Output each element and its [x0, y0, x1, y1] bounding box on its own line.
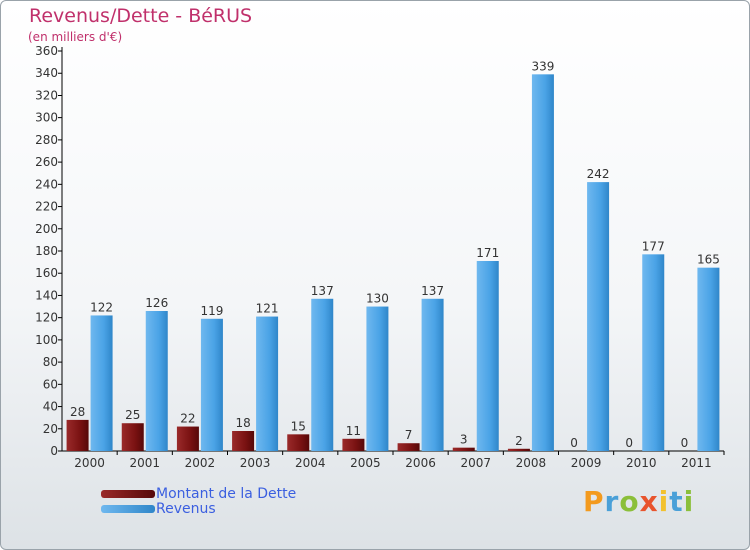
- bar-revenus: [697, 267, 720, 451]
- y-tick-label: 220: [35, 200, 58, 214]
- y-tick-label: 140: [35, 288, 58, 302]
- y-tick-label: 300: [35, 111, 58, 125]
- bar-dette: [342, 438, 365, 451]
- data-label-dette: 0: [570, 436, 578, 450]
- y-tick-label: 0: [50, 444, 58, 458]
- x-tick-label: 2003: [240, 456, 271, 470]
- bar-dette: [397, 443, 420, 451]
- bar-revenus: [311, 298, 334, 451]
- y-tick-label: 40: [43, 400, 58, 414]
- bar-revenus: [256, 316, 279, 451]
- x-tick-label: 2007: [460, 456, 491, 470]
- y-tick-label: 180: [35, 244, 58, 258]
- bar-dette: [452, 447, 475, 451]
- x-tick-label: 2000: [74, 456, 105, 470]
- data-label-dette: 15: [291, 419, 306, 433]
- data-label-dette: 2: [515, 434, 523, 448]
- data-label-dette: 25: [125, 408, 140, 422]
- data-label-revenus: 137: [421, 284, 444, 298]
- data-label-dette: 18: [235, 416, 250, 430]
- x-tick-label: 2001: [129, 456, 160, 470]
- bar-dette: [176, 426, 199, 451]
- data-label-dette: 28: [70, 405, 85, 419]
- data-label-dette: 3: [460, 433, 468, 447]
- y-tick-label: 80: [43, 355, 58, 369]
- legend-swatch-revenus: [101, 505, 155, 513]
- data-label-dette: 0: [625, 436, 633, 450]
- bar-dette: [121, 423, 144, 451]
- data-label-revenus: 339: [531, 59, 554, 73]
- y-tick-label: 320: [35, 88, 58, 102]
- bar-dette: [507, 448, 530, 451]
- y-tick-label: 120: [35, 311, 58, 325]
- x-tick-label: 2011: [681, 456, 712, 470]
- bar-revenus: [200, 318, 223, 451]
- bar-revenus: [476, 261, 499, 451]
- y-tick-label: 160: [35, 266, 58, 280]
- proxiti-logo: Proxiti: [583, 485, 695, 518]
- chart-subtitle: (en milliers d'€): [28, 30, 123, 44]
- bar-revenus: [587, 182, 610, 451]
- data-label-revenus: 242: [587, 167, 610, 181]
- data-label-revenus: 126: [145, 296, 168, 310]
- bar-revenus: [421, 298, 444, 451]
- data-label-revenus: 119: [200, 304, 223, 318]
- data-label-revenus: 121: [256, 302, 279, 316]
- y-tick-label: 260: [35, 155, 58, 169]
- data-label-revenus: 122: [90, 300, 113, 314]
- bar-revenus: [145, 311, 168, 451]
- legend-swatch-dette: [101, 490, 155, 498]
- chart-title: Revenus/Dette - BéRUS: [29, 5, 253, 27]
- x-tick-label: 2006: [405, 456, 436, 470]
- data-label-revenus: 165: [697, 253, 720, 267]
- y-tick-label: 20: [43, 422, 58, 436]
- bar-dette: [232, 431, 255, 451]
- bar-revenus: [366, 306, 389, 451]
- bar-dette: [66, 419, 89, 451]
- x-tick-label: 2009: [571, 456, 602, 470]
- data-label-dette: 0: [681, 436, 689, 450]
- data-label-revenus: 130: [366, 292, 389, 306]
- data-label-revenus: 171: [476, 246, 499, 260]
- y-tick-label: 60: [43, 377, 58, 391]
- x-tick-label: 2010: [626, 456, 657, 470]
- legend-label-revenus: Revenus: [156, 501, 216, 517]
- y-tick-label: 360: [35, 44, 58, 58]
- y-tick-label: 240: [35, 177, 58, 191]
- y-tick-label: 200: [35, 222, 58, 236]
- bar-dette: [287, 434, 310, 451]
- y-tick-label: 340: [35, 66, 58, 80]
- data-label-revenus: 137: [311, 284, 334, 298]
- bar-revenus: [642, 254, 665, 451]
- x-tick-label: 2004: [295, 456, 326, 470]
- legend-label-dette: Montant de la Dette: [156, 486, 297, 502]
- y-tick-label: 100: [35, 333, 58, 347]
- data-label-dette: 7: [405, 428, 413, 442]
- x-tick-label: 2008: [516, 456, 547, 470]
- data-label-dette: 11: [346, 424, 361, 438]
- x-tick-label: 2002: [185, 456, 216, 470]
- data-label-dette: 22: [180, 412, 195, 426]
- y-tick-label: 280: [35, 133, 58, 147]
- bar-revenus: [531, 74, 554, 451]
- data-label-revenus: 177: [642, 239, 665, 253]
- bar-revenus: [90, 315, 113, 451]
- x-tick-label: 2005: [350, 456, 381, 470]
